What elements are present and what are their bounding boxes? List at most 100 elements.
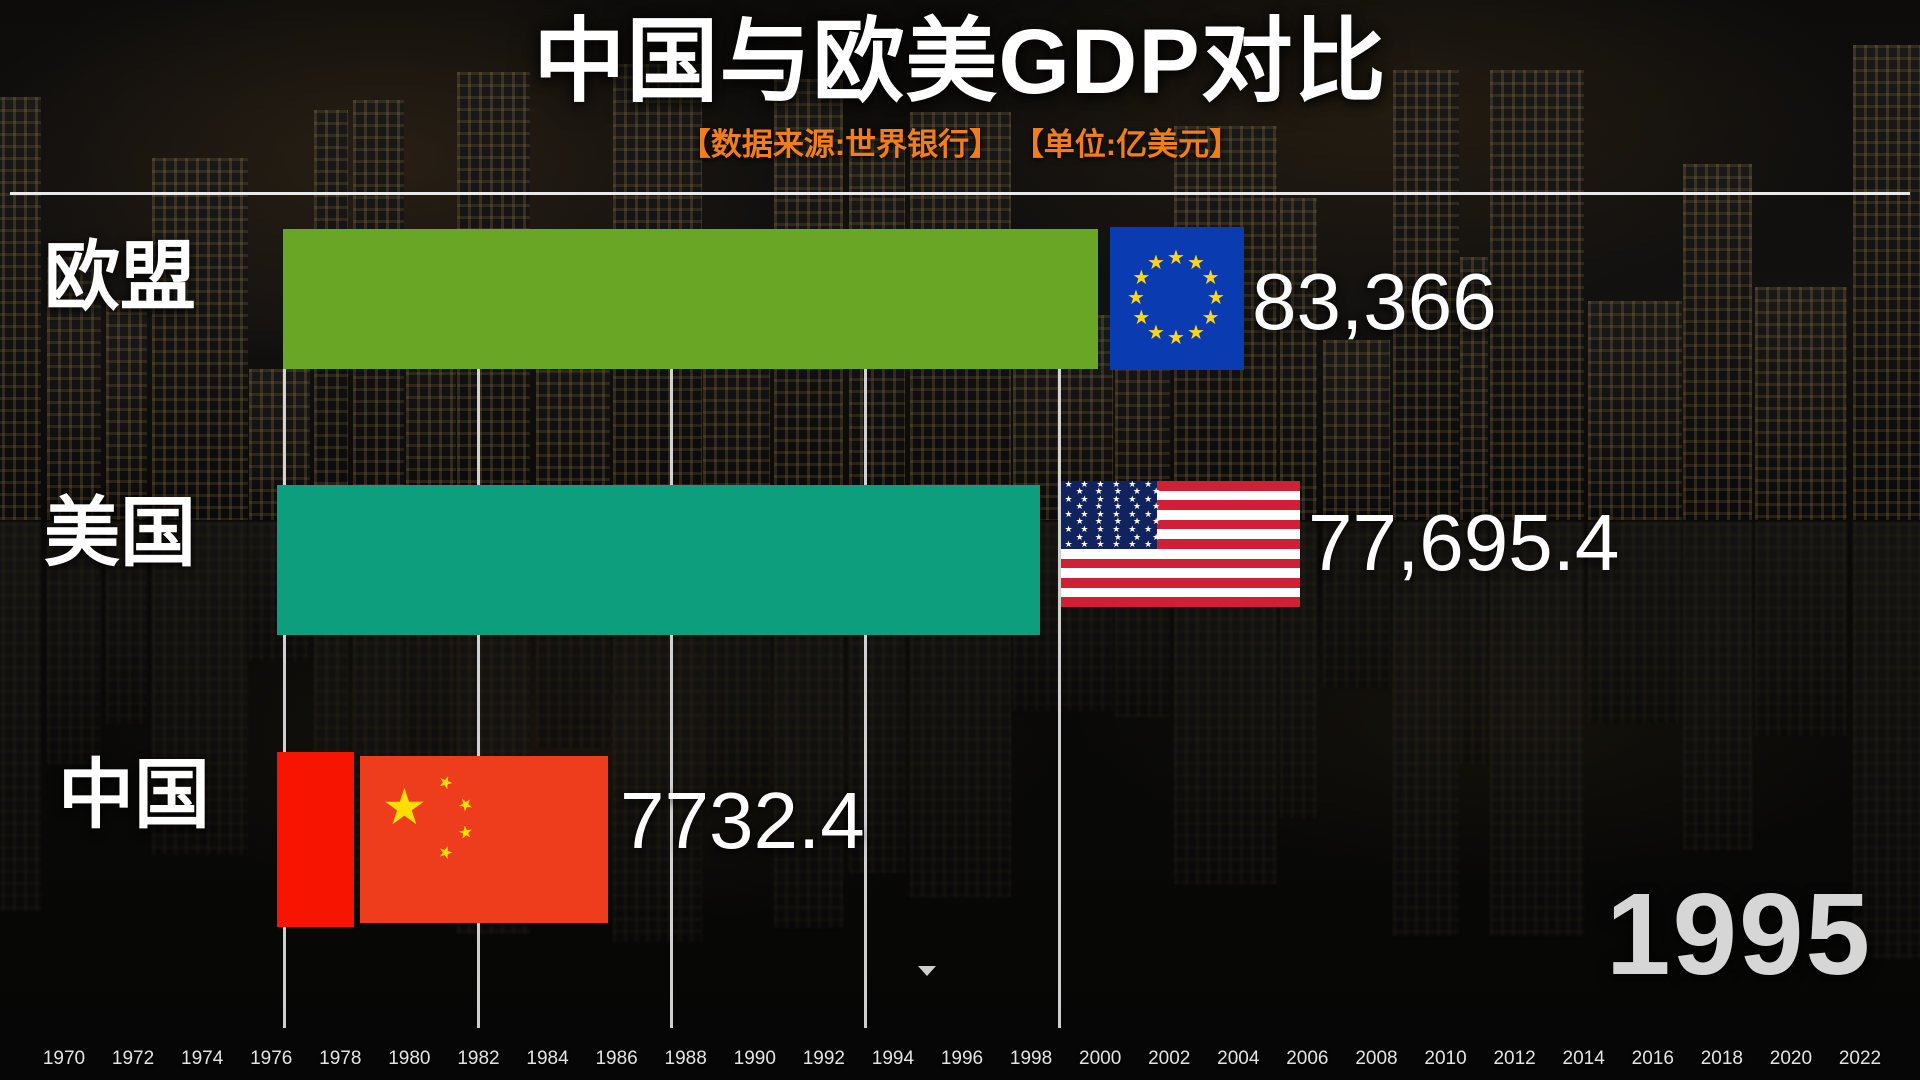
us-star-icon: ★ (1064, 493, 1073, 504)
building-windows (1490, 70, 1584, 520)
building-reflection (106, 522, 147, 724)
axis-tick-label: 2006 (1286, 1048, 1329, 1069)
cn-small-star-icon: ★ (434, 770, 457, 795)
building-reflection-windows (1393, 522, 1459, 936)
bar-cn (277, 752, 354, 927)
us-star-icon: ★ (1144, 539, 1153, 550)
water-ripple (0, 1024, 1920, 1027)
page-title: 中国与欧美GDP对比 (533, 11, 1387, 113)
building-reflection (1853, 522, 1920, 959)
building (1755, 287, 1847, 520)
bar-value-us: 77,695.4 (1308, 498, 1620, 587)
us-flag-canton: ★ ★ ★ ★ ★ ★ ★ ★ ★ ★ ★ ★ ★ ★ ★ ★ ★ ★ ★ ★ ★ ★ ★ ★ ★ ★ ★ ★ ★ ★ ★ ★ ★ ★ ★ ★ ★ ★ ★ ★… (1061, 481, 1161, 550)
bar-value-eu: 83,366 (1252, 257, 1497, 346)
table-row: 中国 ★ ★ ★ ★ ★ 7732.4 (0, 708, 1920, 984)
building-windows (47, 257, 101, 520)
building (1460, 257, 1488, 520)
header: 中国与欧美GDP对比 【数据来源:世界银行】 【单位:亿美元】 (0, 0, 1920, 196)
us-flag-stripe (1061, 597, 1300, 607)
us-star-icon: ★ (1112, 508, 1121, 519)
us-star-icon: ★ (1075, 501, 1084, 512)
axis-tick-label: 2022 (1838, 1048, 1882, 1069)
axis-tick-label: 2008 (1355, 1048, 1398, 1069)
building-windows (1588, 301, 1682, 520)
bar-eu (283, 229, 1098, 369)
axis-tick-label: 1994 (871, 1048, 915, 1069)
eu-flag: ★ ★ ★ ★ ★ ★ ★ ★ ★ ★ ★ ★ (1110, 227, 1244, 370)
axis-tick-label: 1972 (111, 1048, 155, 1069)
bar-chart-race: 欧盟 ★ ★ ★ ★ ★ ★ ★ ★ ★ ★ ★ ★ 83,366 美国 ★ ★ ★ ★ ★ ★ ★ ★ ★ ★ ★ ★ ★ ★… (0, 196, 1920, 1028)
building-reflection-windows (1853, 522, 1920, 959)
axis-tick-label: 2016 (1631, 1048, 1674, 1069)
us-star-icon: ★ (1080, 539, 1089, 550)
building (47, 257, 101, 520)
bar-value-cn: 7732.4 (620, 776, 865, 865)
us-flag-stripe (1061, 577, 1300, 588)
building-reflection (1490, 522, 1584, 936)
timeline-cursor-icon (918, 966, 936, 976)
building-reflection (47, 522, 101, 764)
axis-tick-label: 2020 (1769, 1048, 1813, 1069)
eu-star-icon: ★ (1187, 321, 1205, 344)
us-star-icon: ★ (1112, 493, 1121, 504)
axis-tick-label: 1970 (42, 1048, 86, 1069)
building-reflection-windows (47, 522, 101, 764)
us-star-icon: ★ (1152, 486, 1161, 497)
us-star-icon: ★ (1094, 531, 1103, 542)
us-star-icon: ★ (1096, 508, 1105, 519)
building-reflection-windows (1683, 522, 1752, 850)
us-star-icon: ★ (1128, 493, 1137, 504)
building-reflection (1460, 522, 1488, 764)
us-flag-stripe (1061, 539, 1300, 549)
building-reflection-windows (152, 522, 248, 855)
axis-tick-label: 1992 (802, 1048, 845, 1069)
eu-star-icon: ★ (1167, 247, 1185, 269)
us-flag-stripe (1061, 519, 1300, 530)
cn-small-star-icon: ★ (453, 792, 478, 817)
us-star-icon: ★ (1132, 486, 1142, 497)
axis-tick-label: 2018 (1700, 1048, 1743, 1069)
axis-tick-label: 2014 (1562, 1048, 1605, 1069)
table-row: 欧盟 ★ ★ ★ ★ ★ ★ ★ ★ ★ ★ ★ ★ 83,366 (0, 196, 1920, 472)
building-reflection-windows (106, 522, 147, 724)
us-star-icon: ★ (1113, 501, 1122, 512)
us-star-icon: ★ (1094, 501, 1103, 512)
us-flag: ★ ★ ★ ★ ★ ★ ★ ★ ★ ★ ★ ★ ★ ★ ★ ★ ★ ★ ★ ★ ★ ★ ★ ★ ★ ★ ★ ★ ★ ★ ★ ★ ★ ★ ★ ★ ★ ★ ★ ★… (1061, 481, 1300, 607)
axis-tick-label: 1974 (181, 1048, 224, 1069)
building (1280, 198, 1317, 520)
cn-small-star-icon: ★ (435, 841, 456, 864)
us-star-icon: ★ (1128, 539, 1137, 550)
axis-tick-label: 1986 (595, 1048, 638, 1069)
eu-star-icon: ★ (1127, 287, 1145, 309)
building (1490, 70, 1584, 520)
us-star-icon: ★ (1075, 516, 1084, 527)
us-star-icon: ★ (1152, 501, 1161, 512)
axis-tick-label: 2002 (1148, 1048, 1191, 1069)
us-flag-stripe (1061, 500, 1300, 511)
building-reflection-windows (1460, 522, 1488, 764)
eu-star-icon: ★ (1187, 252, 1205, 275)
axis-tick-label: 1982 (457, 1048, 500, 1069)
building-windows (1683, 164, 1752, 520)
eu-star-icon: ★ (1207, 287, 1225, 309)
us-star-icon: ★ (1152, 516, 1161, 527)
building (1323, 340, 1390, 520)
building-windows (0, 97, 41, 520)
axis-tick-label: 2012 (1493, 1048, 1536, 1069)
axis-tick-label: 1990 (733, 1048, 776, 1069)
us-star-icon: ★ (1128, 481, 1137, 489)
subtitle-source: 【数据来源:世界银行】 (679, 127, 1001, 162)
axis-tick-label: 2000 (1079, 1048, 1122, 1069)
building-reflection (1323, 522, 1390, 688)
cn-small-star-icon: ★ (456, 822, 475, 843)
subtitle: 【数据来源:世界银行】 【单位:亿美元】 (0, 126, 1920, 164)
building-windows (1323, 340, 1390, 520)
building-reflection-windows (0, 522, 41, 911)
eu-star-icon: ★ (1201, 267, 1220, 289)
us-star-icon: ★ (1080, 508, 1089, 519)
us-star-icon: ★ (1080, 524, 1089, 534)
us-star-icon: ★ (1075, 486, 1084, 497)
us-star-icon: ★ (1144, 508, 1153, 519)
building-reflection-windows (1490, 522, 1584, 936)
us-star-icon: ★ (1096, 493, 1105, 504)
